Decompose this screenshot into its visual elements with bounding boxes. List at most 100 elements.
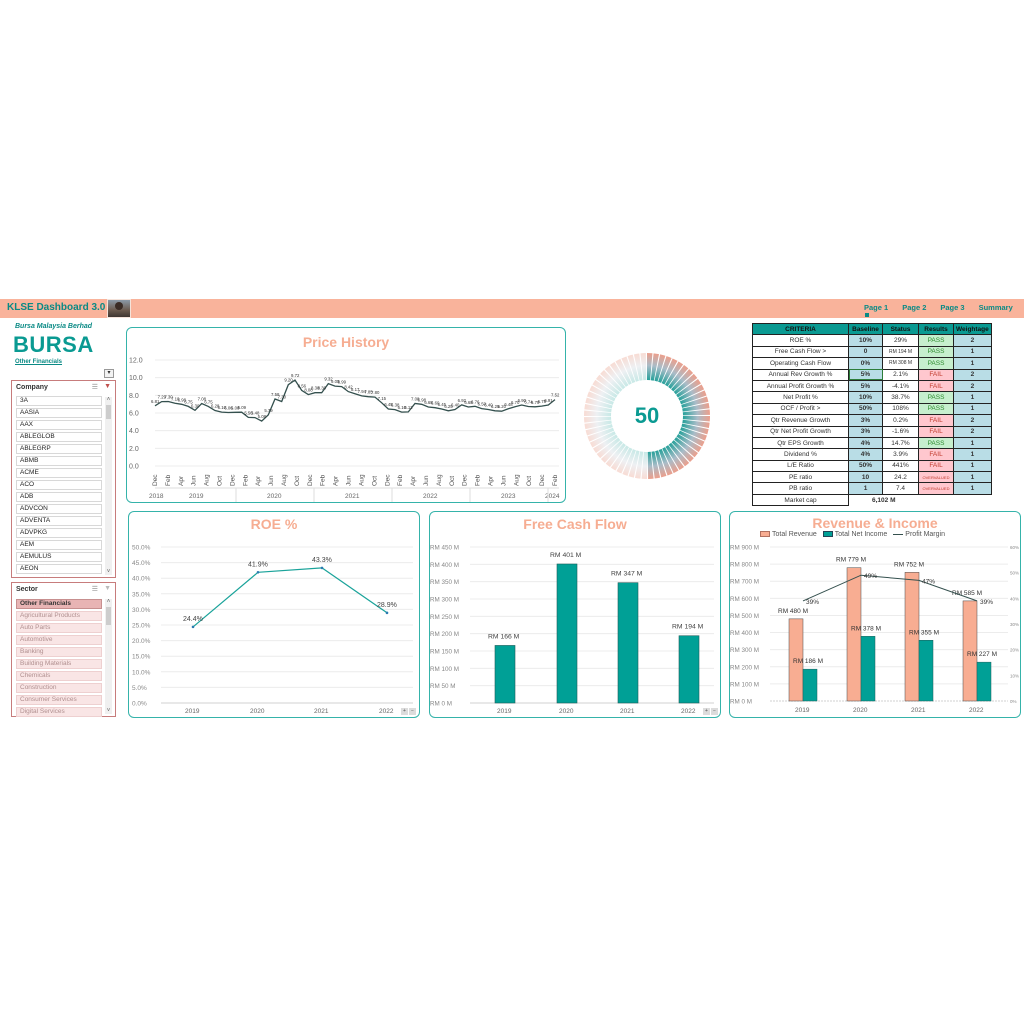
- weight-cell[interactable]: 2: [953, 368, 992, 381]
- baseline-cell[interactable]: 10%: [848, 391, 883, 404]
- slicer-item[interactable]: 3A: [16, 396, 102, 406]
- svg-text:50%: 50%: [1010, 571, 1019, 576]
- scroll-down-icon[interactable]: ˅: [106, 708, 111, 714]
- zoom-in-icon[interactable]: +: [401, 708, 408, 715]
- baseline-cell[interactable]: 50%: [848, 459, 883, 473]
- svg-text:6.40: 6.40: [451, 402, 460, 407]
- baseline-cell[interactable]: 0: [848, 345, 883, 359]
- baseline-cell[interactable]: 10: [848, 471, 883, 484]
- slicer-item[interactable]: Banking: [16, 647, 102, 657]
- slicer-item[interactable]: ACO: [16, 480, 102, 490]
- baseline-cell[interactable]: 0%: [848, 357, 883, 370]
- sector-scrollbar[interactable]: ˄ ˅: [105, 599, 112, 714]
- slicer-item[interactable]: AEON: [16, 564, 102, 574]
- weight-cell[interactable]: 1: [953, 391, 992, 404]
- svg-text:RM 347 M: RM 347 M: [611, 571, 643, 578]
- weight-cell[interactable]: 1: [953, 402, 992, 416]
- slicer-item[interactable]: ADB: [16, 492, 102, 502]
- svg-text:20%: 20%: [1010, 648, 1019, 653]
- svg-text:RM 227 M: RM 227 M: [967, 651, 997, 658]
- top-bar: KLSE Dashboard 3.0 Page 1 Page 2 Page 3 …: [0, 299, 1024, 318]
- company-scrollbar[interactable]: ˄ ˅: [105, 397, 112, 575]
- market-cap-row: Market cap 6,102 M: [752, 493, 992, 507]
- weight-cell[interactable]: 1: [953, 345, 992, 359]
- weight-cell[interactable]: 1: [953, 471, 992, 484]
- slicer-item[interactable]: AEM: [16, 540, 102, 550]
- svg-text:RM 400 M: RM 400 M: [730, 630, 759, 637]
- slicer-item[interactable]: ABLEGLOB: [16, 432, 102, 442]
- nav-page-3[interactable]: Page 3: [940, 303, 965, 312]
- svg-text:Dec: Dec: [539, 474, 546, 486]
- slicer-item[interactable]: ABMB: [16, 456, 102, 466]
- baseline-cell[interactable]: 4%: [848, 436, 883, 450]
- multi-select-icon[interactable]: ☰: [91, 586, 99, 593]
- baseline-cell[interactable]: 10%: [848, 334, 883, 347]
- nav-page-2[interactable]: Page 2: [902, 303, 927, 312]
- scroll-up-icon[interactable]: ˄: [106, 397, 111, 403]
- baseline-cell[interactable]: 1: [848, 482, 883, 495]
- svg-text:6.20: 6.20: [498, 404, 507, 409]
- svg-text:RM 50 M: RM 50 M: [430, 683, 456, 690]
- chart-zoom-controls[interactable]: + −: [703, 708, 718, 715]
- weight-cell[interactable]: 1: [953, 357, 992, 370]
- weight-cell[interactable]: 2: [953, 425, 992, 438]
- scroll-down-icon[interactable]: ˅: [106, 569, 111, 575]
- zoom-out-icon[interactable]: −: [711, 708, 718, 715]
- weight-cell[interactable]: 2: [953, 334, 992, 347]
- slicer-item[interactable]: ADVPKG: [16, 528, 102, 538]
- slicer-item[interactable]: AASIA: [16, 408, 102, 418]
- svg-text:2019: 2019: [185, 708, 200, 715]
- scroll-up-icon[interactable]: ˄: [106, 599, 111, 605]
- svg-text:6.90: 6.90: [518, 398, 527, 403]
- svg-text:8.42: 8.42: [344, 385, 353, 390]
- scroll-thumb[interactable]: [106, 607, 111, 625]
- multi-select-icon[interactable]: ☰: [91, 384, 99, 391]
- clear-filter-button[interactable]: ▾: [104, 369, 114, 378]
- slicer-item[interactable]: Digital Services: [16, 707, 102, 717]
- roe-line-plot: 0.0% 5.0% 10.0% 15.0% 20.0% 25.0% 30.0% 35.0% 40…: [132, 545, 413, 715]
- clear-filter-icon[interactable]: ▼: [104, 585, 111, 592]
- nav-page-1[interactable]: Page 1: [864, 303, 889, 317]
- company-sector-link[interactable]: Other Financials: [15, 359, 63, 365]
- nav-summary[interactable]: Summary: [978, 303, 1013, 312]
- zoom-in-icon[interactable]: +: [703, 708, 710, 715]
- status-cell: 441%: [882, 459, 919, 473]
- baseline-cell[interactable]: 3%: [848, 414, 883, 427]
- slicer-item[interactable]: Consumer Services: [16, 695, 102, 705]
- baseline-cell[interactable]: 50%: [848, 402, 883, 416]
- slicer-item[interactable]: ABLEGRP: [16, 444, 102, 454]
- slicer-item[interactable]: Chemicals: [16, 671, 102, 681]
- svg-text:2021: 2021: [620, 708, 635, 715]
- slicer-item[interactable]: Automotive: [16, 635, 102, 645]
- slicer-item[interactable]: Agricultural Products: [16, 611, 102, 621]
- slicer-item[interactable]: ADVENTA: [16, 516, 102, 526]
- baseline-cell[interactable]: 4%: [848, 448, 883, 461]
- svg-text:RM 166 M: RM 166 M: [488, 633, 520, 640]
- scroll-thumb[interactable]: [106, 405, 111, 419]
- zoom-out-icon[interactable]: −: [409, 708, 416, 715]
- chart-title: Revenue & Income: [812, 515, 938, 531]
- slicer-item[interactable]: AEMULUS: [16, 552, 102, 562]
- weight-cell[interactable]: 1: [953, 448, 992, 461]
- svg-text:Feb: Feb: [242, 474, 249, 486]
- clear-filter-icon[interactable]: ▼: [104, 383, 111, 390]
- slicer-item[interactable]: Other Financials: [16, 599, 102, 609]
- baseline-cell[interactable]: 5%: [848, 368, 883, 381]
- weight-cell[interactable]: 1: [953, 459, 992, 473]
- weight-cell[interactable]: 1: [953, 482, 992, 495]
- baseline-cell[interactable]: 3%: [848, 425, 883, 438]
- slicer-item[interactable]: Building Materials: [16, 659, 102, 669]
- slicer-item[interactable]: ACME: [16, 468, 102, 478]
- baseline-cell[interactable]: 5%: [848, 379, 883, 393]
- weight-cell[interactable]: 1: [953, 436, 992, 450]
- chart-zoom-controls[interactable]: + −: [401, 708, 416, 715]
- slicer-item[interactable]: AAX: [16, 420, 102, 430]
- result-badge: PASS: [918, 334, 954, 347]
- slicer-item[interactable]: Construction: [16, 683, 102, 693]
- slicer-item[interactable]: Auto Parts: [16, 623, 102, 633]
- sector-slicer: Sector ☰ ▼ Other Financials Agricultural …: [11, 582, 116, 717]
- result-badge: FAIL: [918, 379, 954, 393]
- slicer-item[interactable]: ADVCON: [16, 504, 102, 514]
- weight-cell[interactable]: 2: [953, 379, 992, 393]
- weight-cell[interactable]: 2: [953, 414, 992, 427]
